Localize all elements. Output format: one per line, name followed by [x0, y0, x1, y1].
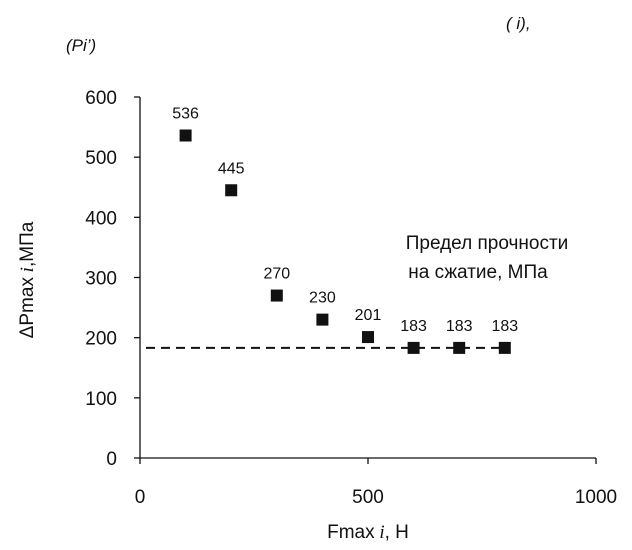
y-tick-label: 200: [85, 329, 117, 350]
data-point-marker: [225, 184, 238, 197]
data-point-marker: [179, 129, 192, 142]
data-point-label: 270: [263, 266, 290, 283]
data-point-marker: [270, 289, 283, 302]
data-point-label: 183: [491, 318, 518, 335]
x-tick-labels: 0 500 1000: [135, 487, 617, 508]
data-point-label: 536: [172, 106, 199, 123]
x-tick-label: 500: [352, 487, 384, 508]
y-tick-labels: 0 100 200 300 400 500 600: [85, 88, 117, 470]
x-tick-label: 1000: [575, 487, 617, 508]
header-note-left: (Pi’): [66, 36, 97, 55]
y-tick-label: 500: [85, 148, 117, 169]
data-point-marker: [362, 331, 374, 344]
y-tick-label: 600: [85, 88, 117, 109]
y-tick-label: 100: [85, 389, 117, 410]
data-point-marker: [498, 341, 511, 354]
x-tick-label: 0: [135, 487, 146, 508]
y-axis-title: ΔPmax i,МПа: [17, 221, 38, 338]
header-note-right: ( i),: [506, 14, 531, 33]
data-labels: 536 445 270 230 201 183 183 183: [172, 106, 518, 335]
data-point-label: 201: [355, 307, 382, 324]
data-point-label: 183: [400, 318, 427, 335]
data-point-marker: [407, 341, 420, 354]
data-point-label: 183: [446, 318, 473, 335]
data-point-label: 445: [218, 160, 245, 177]
data-point-marker: [453, 341, 466, 354]
data-point-marker: [316, 313, 329, 326]
y-tick-label: 300: [85, 269, 117, 290]
y-tick-label: 400: [85, 208, 117, 229]
data-point-label: 230: [309, 290, 336, 307]
annotation-line-1: Предел прочности: [406, 233, 569, 254]
annotation-line-2: на сжатие, МПа: [408, 262, 548, 283]
chart-axes: [134, 96, 597, 464]
y-tick-label: 0: [106, 449, 117, 470]
data-points: [179, 129, 511, 354]
x-axis-title: Fmax i, Н: [327, 522, 409, 543]
